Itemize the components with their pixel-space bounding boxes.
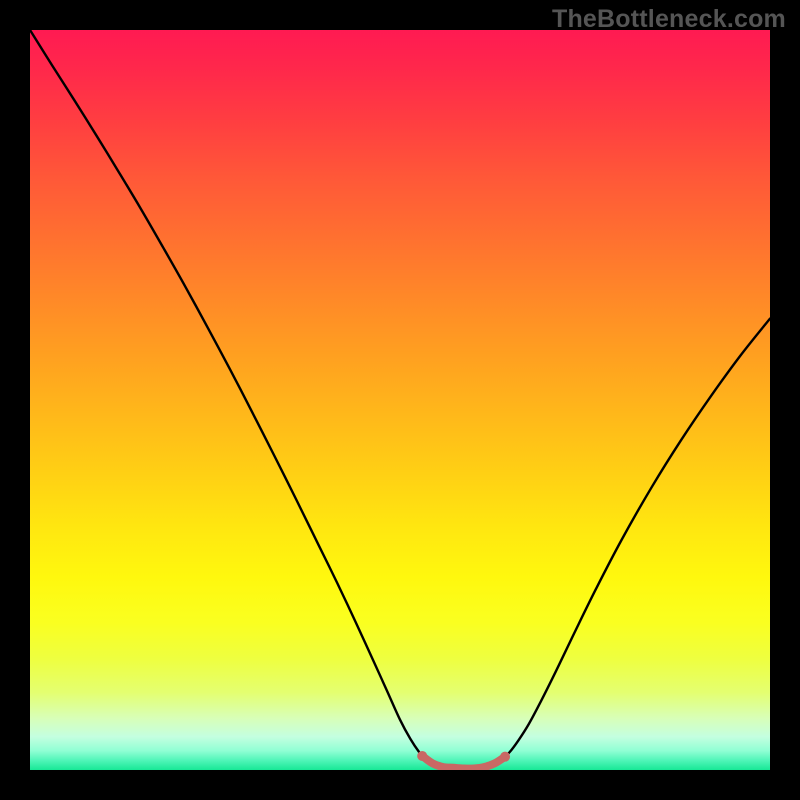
chart-background bbox=[30, 30, 770, 770]
chart-frame: TheBottleneck.com bbox=[0, 0, 800, 800]
highlight-endpoint-right bbox=[500, 752, 510, 762]
highlight-endpoint-left bbox=[417, 751, 427, 761]
bottleneck-chart bbox=[0, 0, 800, 800]
watermark-text: TheBottleneck.com bbox=[552, 5, 786, 34]
